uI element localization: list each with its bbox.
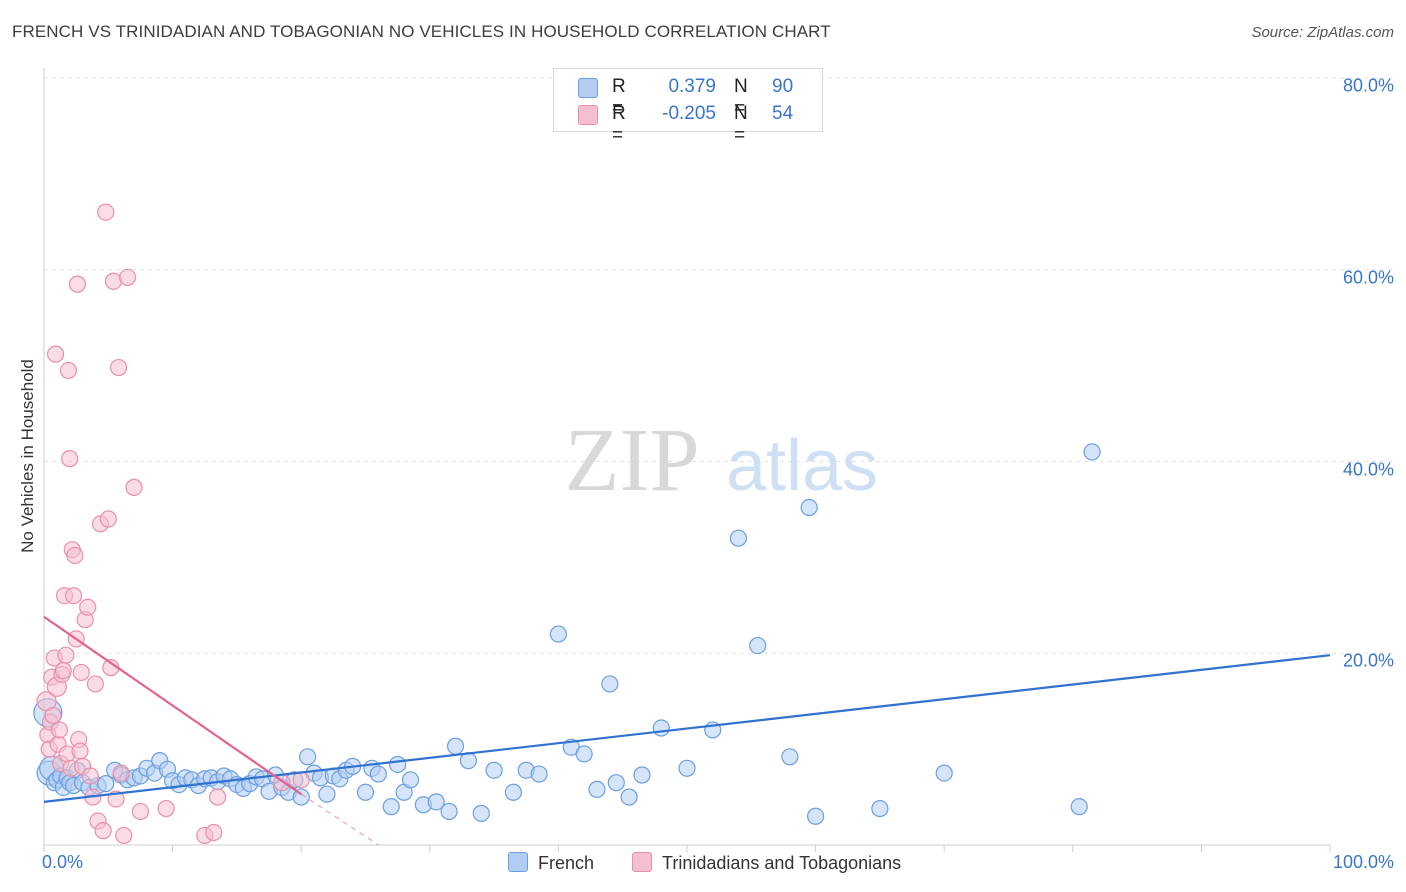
data-point <box>389 755 407 774</box>
data-point <box>68 275 87 293</box>
data-point <box>99 510 117 528</box>
data-point <box>446 737 465 755</box>
data-point <box>601 675 619 693</box>
data-point <box>633 766 651 784</box>
data-point <box>125 478 143 496</box>
n-value: 54 <box>772 103 794 124</box>
data-point <box>157 799 175 818</box>
x-tick-label-max: 100.0% <box>1332 852 1394 872</box>
data-point <box>318 785 336 803</box>
data-point <box>46 345 65 363</box>
data-point <box>59 361 78 380</box>
legend-item-french: French <box>508 852 594 874</box>
data-point <box>299 748 317 766</box>
stats-legend: R = 0.379 N = 90 R = -0.205 N = 54 <box>553 68 823 146</box>
data-point <box>71 742 89 760</box>
n-label: N = <box>734 103 748 146</box>
trinidadian-swatch <box>578 105 598 125</box>
data-point <box>678 759 696 777</box>
data-point <box>131 802 150 821</box>
trend-line <box>43 615 302 796</box>
y-tick-label: 80.0% <box>1342 75 1394 96</box>
data-point <box>530 765 548 783</box>
data-point <box>401 771 420 789</box>
data-point <box>1083 443 1101 461</box>
data-point <box>620 788 638 806</box>
n-value: 90 <box>772 76 794 97</box>
legend-label-trinidadian: Trinidadians and Tobagonians <box>662 853 902 873</box>
data-point <box>935 764 953 782</box>
data-point <box>54 661 72 680</box>
data-point <box>61 450 79 468</box>
trend-lines <box>43 615 1331 846</box>
data-point <box>504 783 522 801</box>
r-label: R = <box>612 76 626 119</box>
data-point <box>382 798 400 816</box>
r-label: R = <box>612 103 626 146</box>
watermark-zip: ZIP <box>565 411 700 510</box>
data-point <box>44 706 62 725</box>
data-point <box>800 498 818 517</box>
y-tick-label: 20.0% <box>1342 650 1394 671</box>
data-point <box>575 745 593 763</box>
data-point <box>109 358 128 377</box>
points <box>33 203 1101 845</box>
data-point <box>440 802 458 821</box>
data-point <box>729 529 748 547</box>
data-point <box>79 598 97 616</box>
watermark-atlas: atlas <box>726 426 878 506</box>
data-point <box>86 675 105 693</box>
legend-swatch-french <box>508 852 528 872</box>
trend-line-extension <box>300 793 379 846</box>
data-point <box>97 203 115 221</box>
grid <box>44 77 1392 654</box>
data-point <box>607 774 625 792</box>
data-point <box>356 783 375 801</box>
data-point <box>66 546 84 565</box>
data-point <box>94 822 112 840</box>
r-value: 0.379 <box>668 76 716 97</box>
data-point <box>97 775 115 793</box>
trend-line <box>43 654 1331 803</box>
data-point <box>427 793 445 811</box>
data-point <box>369 765 387 783</box>
chart-source: Source: ZipAtlas.com <box>1251 24 1394 41</box>
data-point <box>57 646 75 664</box>
data-point <box>118 268 137 287</box>
data-point <box>1070 798 1088 816</box>
data-point <box>806 807 825 825</box>
data-point <box>485 761 503 779</box>
legend-item-trinidadian: Trinidadians and Tobagonians <box>632 852 901 874</box>
data-point <box>50 721 69 739</box>
data-point <box>472 804 490 822</box>
data-point <box>205 823 223 842</box>
chart-title: FRENCH VS TRINIDADIAN AND TOBAGONIAN NO … <box>12 22 831 41</box>
data-point <box>104 272 123 290</box>
data-point <box>781 748 799 766</box>
data-point <box>81 767 99 785</box>
data-point <box>871 799 889 818</box>
data-point <box>209 788 227 806</box>
data-point <box>64 587 83 605</box>
data-point <box>652 719 670 737</box>
r-value: -0.205 <box>662 103 716 124</box>
data-point <box>115 826 133 845</box>
y-tick-label: 40.0% <box>1342 459 1394 479</box>
data-point <box>749 636 767 655</box>
n-label: N = <box>734 76 748 119</box>
data-point <box>72 663 90 682</box>
legend-label-french: French <box>538 853 595 873</box>
x-tick-label-min: 0.0% <box>42 852 84 872</box>
y-tick-label: 60.0% <box>1342 267 1394 288</box>
data-point <box>588 780 606 798</box>
legend-swatch-trinidadian <box>632 852 652 872</box>
data-point <box>112 764 130 782</box>
data-point <box>292 788 310 806</box>
data-point <box>549 625 568 643</box>
french-swatch <box>578 78 598 98</box>
watermark: ZIP atlas <box>565 411 879 510</box>
